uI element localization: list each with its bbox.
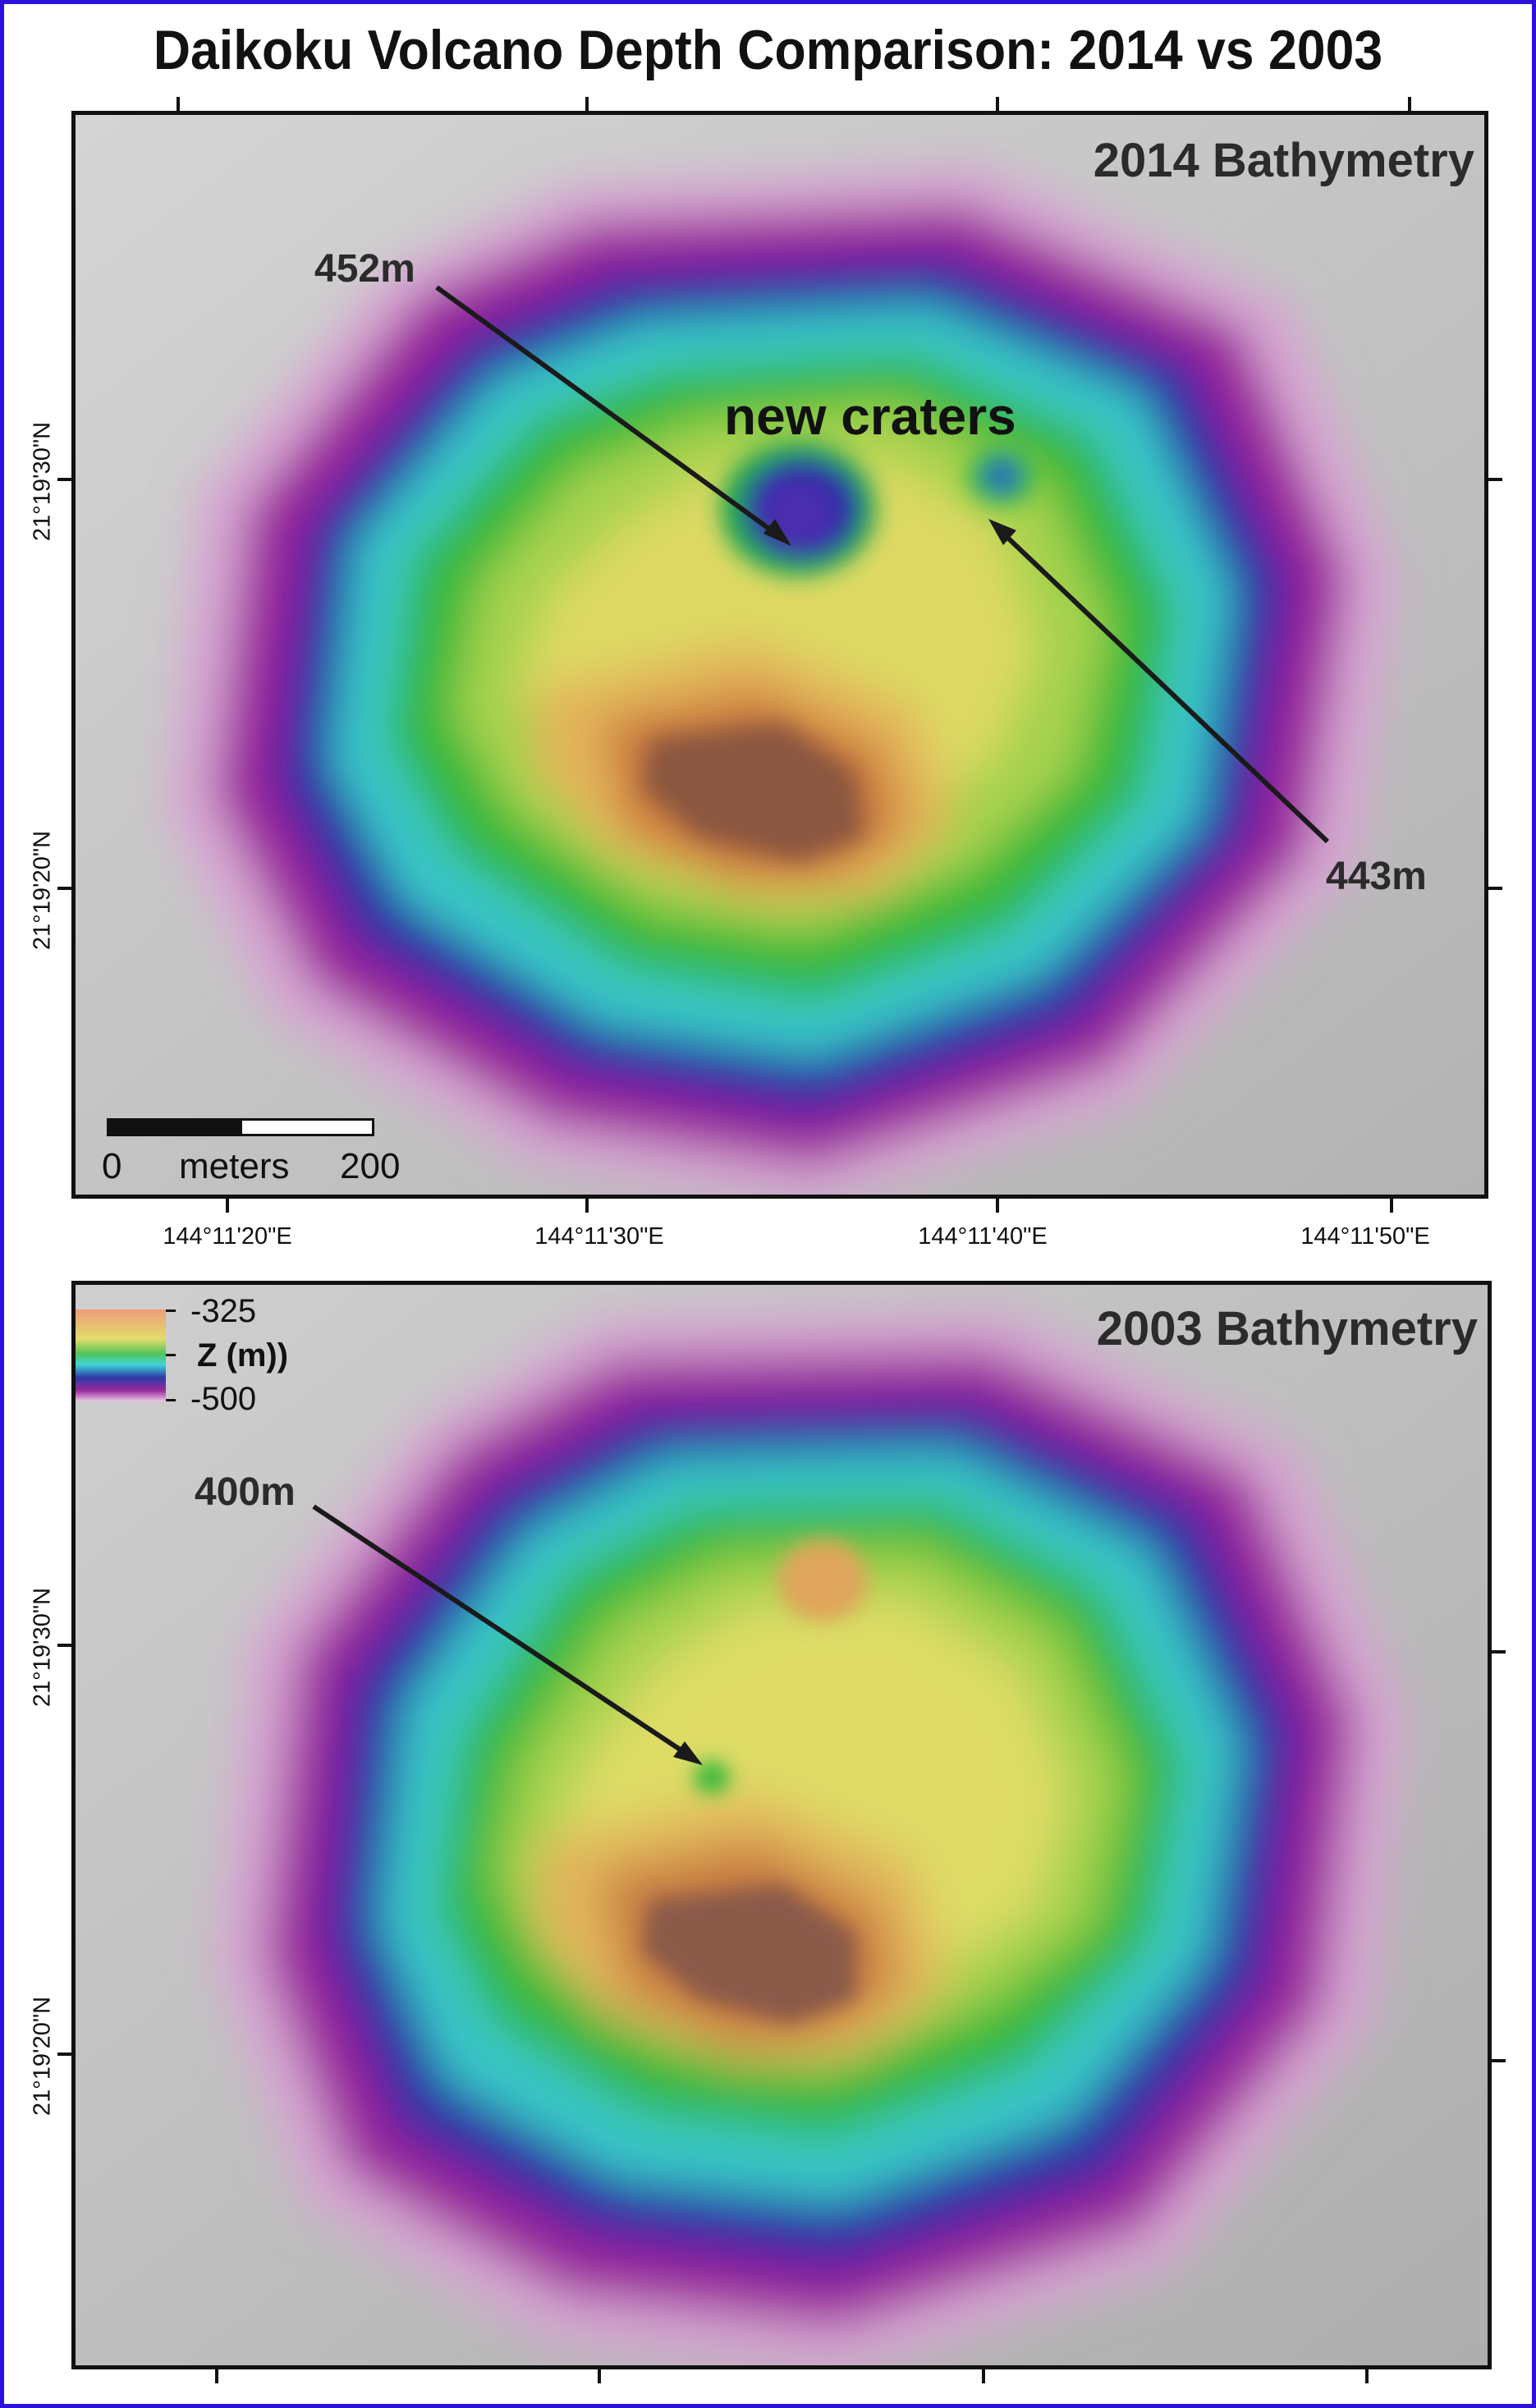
tick-bottom-map-1 <box>215 2369 218 2383</box>
lat-label-top-1: 21°19'30"N <box>29 421 56 542</box>
lon-label-3: 144°11'40"E <box>918 1223 1048 1250</box>
tick-top-3 <box>996 97 999 111</box>
legend-max-value: -325 <box>190 1293 257 1329</box>
lat-label-top-2: 21°19'20"N <box>29 830 56 951</box>
scale-start: 0 <box>102 1146 122 1186</box>
lon-label-4: 144°11'50"E <box>1300 1223 1430 1250</box>
arrow-452m <box>435 285 783 540</box>
tick-right-2 <box>1488 887 1502 890</box>
map-2003: 2003 Bathymetry 400m -325 Z (m)) -500 <box>71 1281 1492 2369</box>
scale-unit: meters <box>179 1146 290 1186</box>
legend-color-ramp <box>76 1309 166 1401</box>
new-craters-label: new craters <box>724 387 1016 446</box>
tick-top-4 <box>1408 97 1411 111</box>
tick-left-4 <box>57 2053 71 2056</box>
tick-bottom-1 <box>226 1199 229 1213</box>
tick-right-3 <box>1492 1650 1506 1653</box>
arrow-400m <box>312 1504 693 1759</box>
legend-title: Z (m)) <box>197 1337 289 1374</box>
tick-bottom-map-2 <box>598 2369 601 2383</box>
tick-right-4 <box>1492 2059 1506 2062</box>
depth-label-443m: 443m <box>1326 855 1427 898</box>
lat-label-bottom-2: 21°19'20"N <box>29 1996 56 2117</box>
tick-top-1 <box>177 97 180 111</box>
tick-left-1 <box>57 478 71 481</box>
arrow-443m <box>997 527 1330 844</box>
map-2014: 2014 Bathymetry 452m new craters 443m 0 … <box>71 111 1488 1199</box>
bathymetry-2003-surface <box>76 1285 1488 2365</box>
tick-bottom-3 <box>996 1199 999 1213</box>
figure-title: Daikoku Volcano Depth Comparison: 2014 v… <box>153 19 1383 81</box>
scale-end: 200 <box>340 1146 401 1186</box>
legend-min-value: -500 <box>190 1381 257 1417</box>
tick-bottom-4 <box>1390 1199 1393 1213</box>
depth-label-400m: 400m <box>195 1470 296 1514</box>
tick-bottom-map-3 <box>982 2369 985 2383</box>
depth-label-452m: 452m <box>314 247 415 291</box>
panel-label-2014: 2014 Bathymetry <box>1093 134 1474 187</box>
lon-label-2: 144°11'30"E <box>534 1223 664 1250</box>
lat-label-bottom-1: 21°19'30"N <box>29 1587 56 1708</box>
tick-top-2 <box>585 97 589 111</box>
tick-left-3 <box>57 1644 71 1647</box>
bathymetry-2014-surface <box>76 115 1484 1195</box>
tick-right-1 <box>1488 478 1502 481</box>
tick-left-2 <box>57 887 71 890</box>
tick-bottom-2 <box>585 1199 589 1213</box>
tick-bottom-map-4 <box>1365 2369 1369 2383</box>
lon-label-1: 144°11'20"E <box>163 1223 292 1250</box>
panel-label-2003: 2003 Bathymetry <box>1096 1302 1478 1355</box>
